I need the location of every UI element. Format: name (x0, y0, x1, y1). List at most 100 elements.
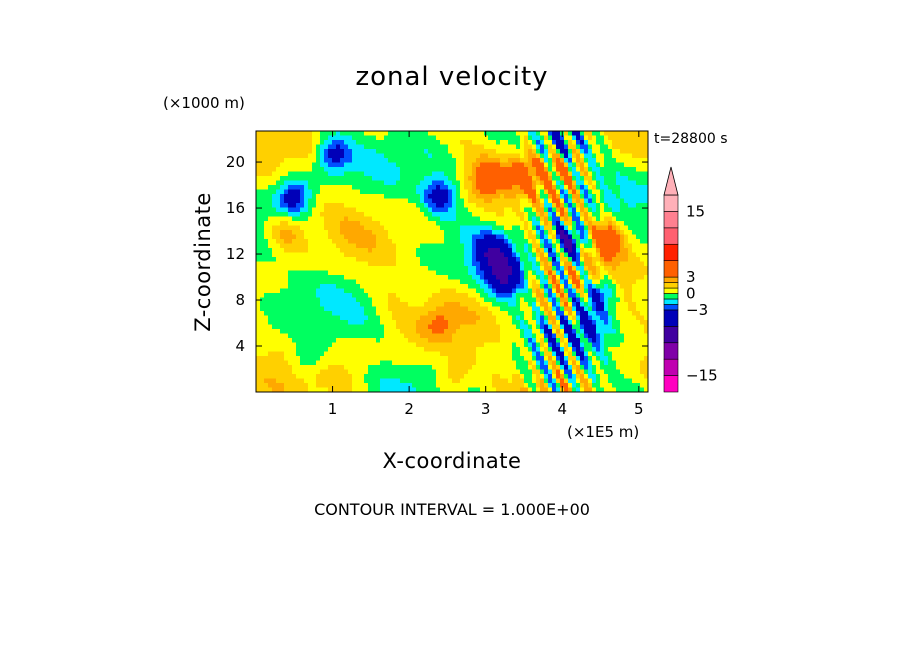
field-cell (572, 221, 577, 227)
field-cell (452, 198, 457, 204)
field-cell (272, 374, 277, 380)
field-cell (540, 221, 545, 227)
field-cell (544, 171, 549, 177)
field-cell (320, 230, 325, 236)
field-cell (580, 207, 585, 213)
field-cell (292, 221, 297, 227)
field-cell (388, 212, 393, 218)
field-cell (296, 239, 301, 245)
field-cell (264, 144, 269, 150)
field-cell (452, 185, 457, 191)
field-cell (324, 239, 329, 245)
field-cell (316, 356, 321, 362)
field-cell (332, 162, 337, 168)
field-cell (376, 320, 381, 326)
field-cell (468, 203, 473, 209)
field-cell (260, 279, 265, 285)
field-cell (340, 320, 345, 326)
field-cell (268, 189, 273, 195)
field-cell (544, 284, 549, 290)
field-cell (364, 248, 369, 254)
field-cell (540, 167, 545, 173)
field-cell (524, 333, 529, 339)
field-cell (356, 180, 361, 186)
field-cell (264, 329, 269, 335)
field-cell (420, 252, 425, 258)
field-cell (548, 387, 553, 392)
field-cell (284, 293, 289, 299)
field-cell (312, 144, 317, 150)
field-cell (384, 234, 389, 240)
field-cell (496, 243, 501, 249)
field-cell (368, 158, 373, 164)
field-cell (444, 243, 449, 249)
field-cell (520, 180, 525, 186)
field-cell (420, 158, 425, 164)
field-cell (324, 378, 329, 384)
field-cell (464, 360, 469, 366)
field-cell (344, 288, 349, 294)
field-cell (300, 230, 305, 236)
field-cell (556, 248, 561, 254)
field-cell (436, 275, 441, 281)
field-cell (540, 365, 545, 371)
field-cell (440, 167, 445, 173)
field-cell (480, 239, 485, 245)
field-cell (436, 369, 441, 375)
field-cell (356, 239, 361, 245)
field-cell (428, 252, 433, 258)
field-cell (528, 320, 533, 326)
field-cell (488, 284, 493, 290)
field-cell (296, 320, 301, 326)
field-cell (424, 180, 429, 186)
field-cell (384, 369, 389, 375)
field-cell (520, 351, 525, 357)
field-cell (584, 194, 589, 200)
field-cell (272, 243, 277, 249)
field-cell (348, 342, 353, 348)
field-cell (556, 194, 561, 200)
field-cell (440, 131, 445, 137)
field-cell (400, 320, 405, 326)
field-cell (356, 275, 361, 281)
field-cell (360, 302, 365, 308)
field-cell (268, 306, 273, 312)
field-cell (328, 140, 333, 146)
field-cell (520, 176, 525, 182)
field-cell (408, 365, 413, 371)
field-cell (272, 297, 277, 303)
field-cell (496, 248, 501, 254)
field-cell (572, 185, 577, 191)
field-cell (304, 320, 309, 326)
field-cell (508, 180, 513, 186)
field-cell (544, 383, 549, 389)
field-cell (372, 293, 377, 299)
field-cell (476, 266, 481, 272)
field-cell (512, 347, 517, 353)
field-cell (320, 140, 325, 146)
field-cell (392, 302, 397, 308)
field-cell (368, 293, 373, 299)
field-cell (280, 320, 285, 326)
field-cell (460, 144, 465, 150)
field-cell (336, 149, 341, 155)
field-cell (376, 131, 381, 137)
field-cell (432, 221, 437, 227)
field-cell (432, 140, 437, 146)
field-cell (404, 297, 409, 303)
field-cell (588, 158, 593, 164)
field-cell (488, 266, 493, 272)
field-cell (576, 293, 581, 299)
field-cell (444, 288, 449, 294)
field-cell (388, 374, 393, 380)
field-cell (308, 297, 313, 303)
field-cell (560, 356, 565, 362)
field-cell (488, 203, 493, 209)
field-cell (324, 243, 329, 249)
field-cell (380, 266, 385, 272)
field-cell (260, 374, 265, 380)
field-cell (404, 302, 409, 308)
field-cell (412, 369, 417, 375)
field-cell (308, 261, 313, 267)
field-cell (392, 252, 397, 258)
